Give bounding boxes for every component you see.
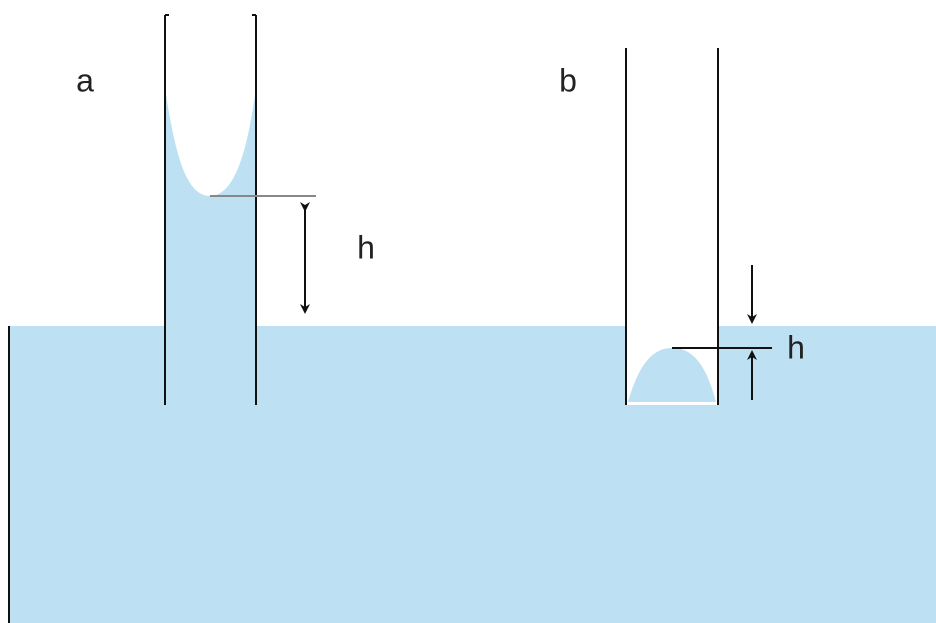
water: [8, 326, 936, 623]
diagram: a h b h: [0, 0, 936, 623]
height-label: h: [787, 329, 805, 365]
panel-label: a: [76, 62, 94, 98]
height-label: h: [357, 229, 375, 265]
panel-label: b: [559, 62, 577, 98]
tube-a-water: [166, 95, 255, 405]
